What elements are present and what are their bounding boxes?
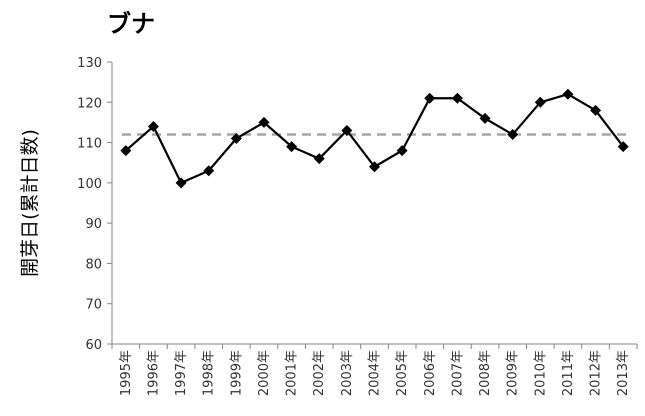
- y-tick-label: 80: [85, 257, 102, 272]
- data-point-marker: [479, 112, 491, 124]
- x-tick-label: 2008年: [478, 350, 493, 396]
- x-tick-label: 2013年: [616, 350, 631, 396]
- x-tick-label: 2012年: [589, 350, 604, 396]
- x-tick-label: 1995年: [119, 350, 134, 396]
- x-tick-label: 2011年: [561, 350, 576, 396]
- data-point-marker: [203, 165, 215, 177]
- y-tick-label: 90: [85, 217, 102, 232]
- data-point-marker: [562, 88, 574, 100]
- data-point-marker: [313, 153, 325, 165]
- x-tick-label: 2004年: [368, 350, 383, 396]
- data-point-marker: [120, 145, 132, 157]
- x-tick-label: 2007年: [450, 350, 465, 396]
- chart-title: ブナ: [107, 10, 155, 38]
- y-tick-label: 60: [85, 338, 102, 353]
- y-tick-label: 120: [77, 96, 102, 111]
- x-tick-label: 2001年: [285, 350, 300, 396]
- x-tick-label: 2006年: [423, 350, 438, 396]
- data-point-marker: [590, 104, 602, 116]
- x-tick-label: 1996年: [146, 350, 161, 396]
- data-point-marker: [175, 177, 187, 189]
- x-tick-label: 2003年: [340, 350, 355, 396]
- data-point-marker: [617, 141, 629, 153]
- data-point-marker: [147, 120, 159, 132]
- data-point-marker: [369, 161, 380, 173]
- data-point-marker: [341, 124, 353, 136]
- x-tick-label: 1997年: [174, 350, 189, 396]
- data-point-marker: [424, 92, 436, 104]
- y-tick-label: 70: [85, 298, 102, 313]
- y-tick-label: 100: [77, 177, 102, 192]
- data-point-marker: [286, 141, 298, 153]
- data-point-marker: [396, 145, 408, 157]
- x-tick-label: 1999年: [229, 350, 244, 396]
- data-point-marker: [258, 116, 270, 128]
- x-tick-label: 2000年: [257, 350, 272, 396]
- x-tick-label: 2009年: [506, 350, 521, 396]
- y-ticks: 60 70 80 90 100 110 120 130: [77, 56, 112, 353]
- x-tick-label: 2010年: [533, 350, 548, 396]
- x-tick-label: 2002年: [312, 350, 327, 396]
- data-point-marker: [534, 96, 546, 108]
- data-point-marker: [230, 133, 242, 145]
- y-tick-label: 130: [77, 56, 102, 71]
- x-tick-label: 1998年: [202, 350, 217, 396]
- x-tick-label: 2005年: [395, 350, 410, 396]
- y-axis-label: 開芽日(累計日数): [19, 129, 41, 277]
- data-point-marker: [451, 92, 463, 104]
- data-point-marker: [507, 129, 519, 141]
- y-tick-label: 110: [77, 137, 102, 152]
- x-ticks: 1995年 1996年 1997年 1998年 1999年 2000年 2001年 2002年…: [111, 344, 638, 396]
- series-markers: [120, 88, 629, 189]
